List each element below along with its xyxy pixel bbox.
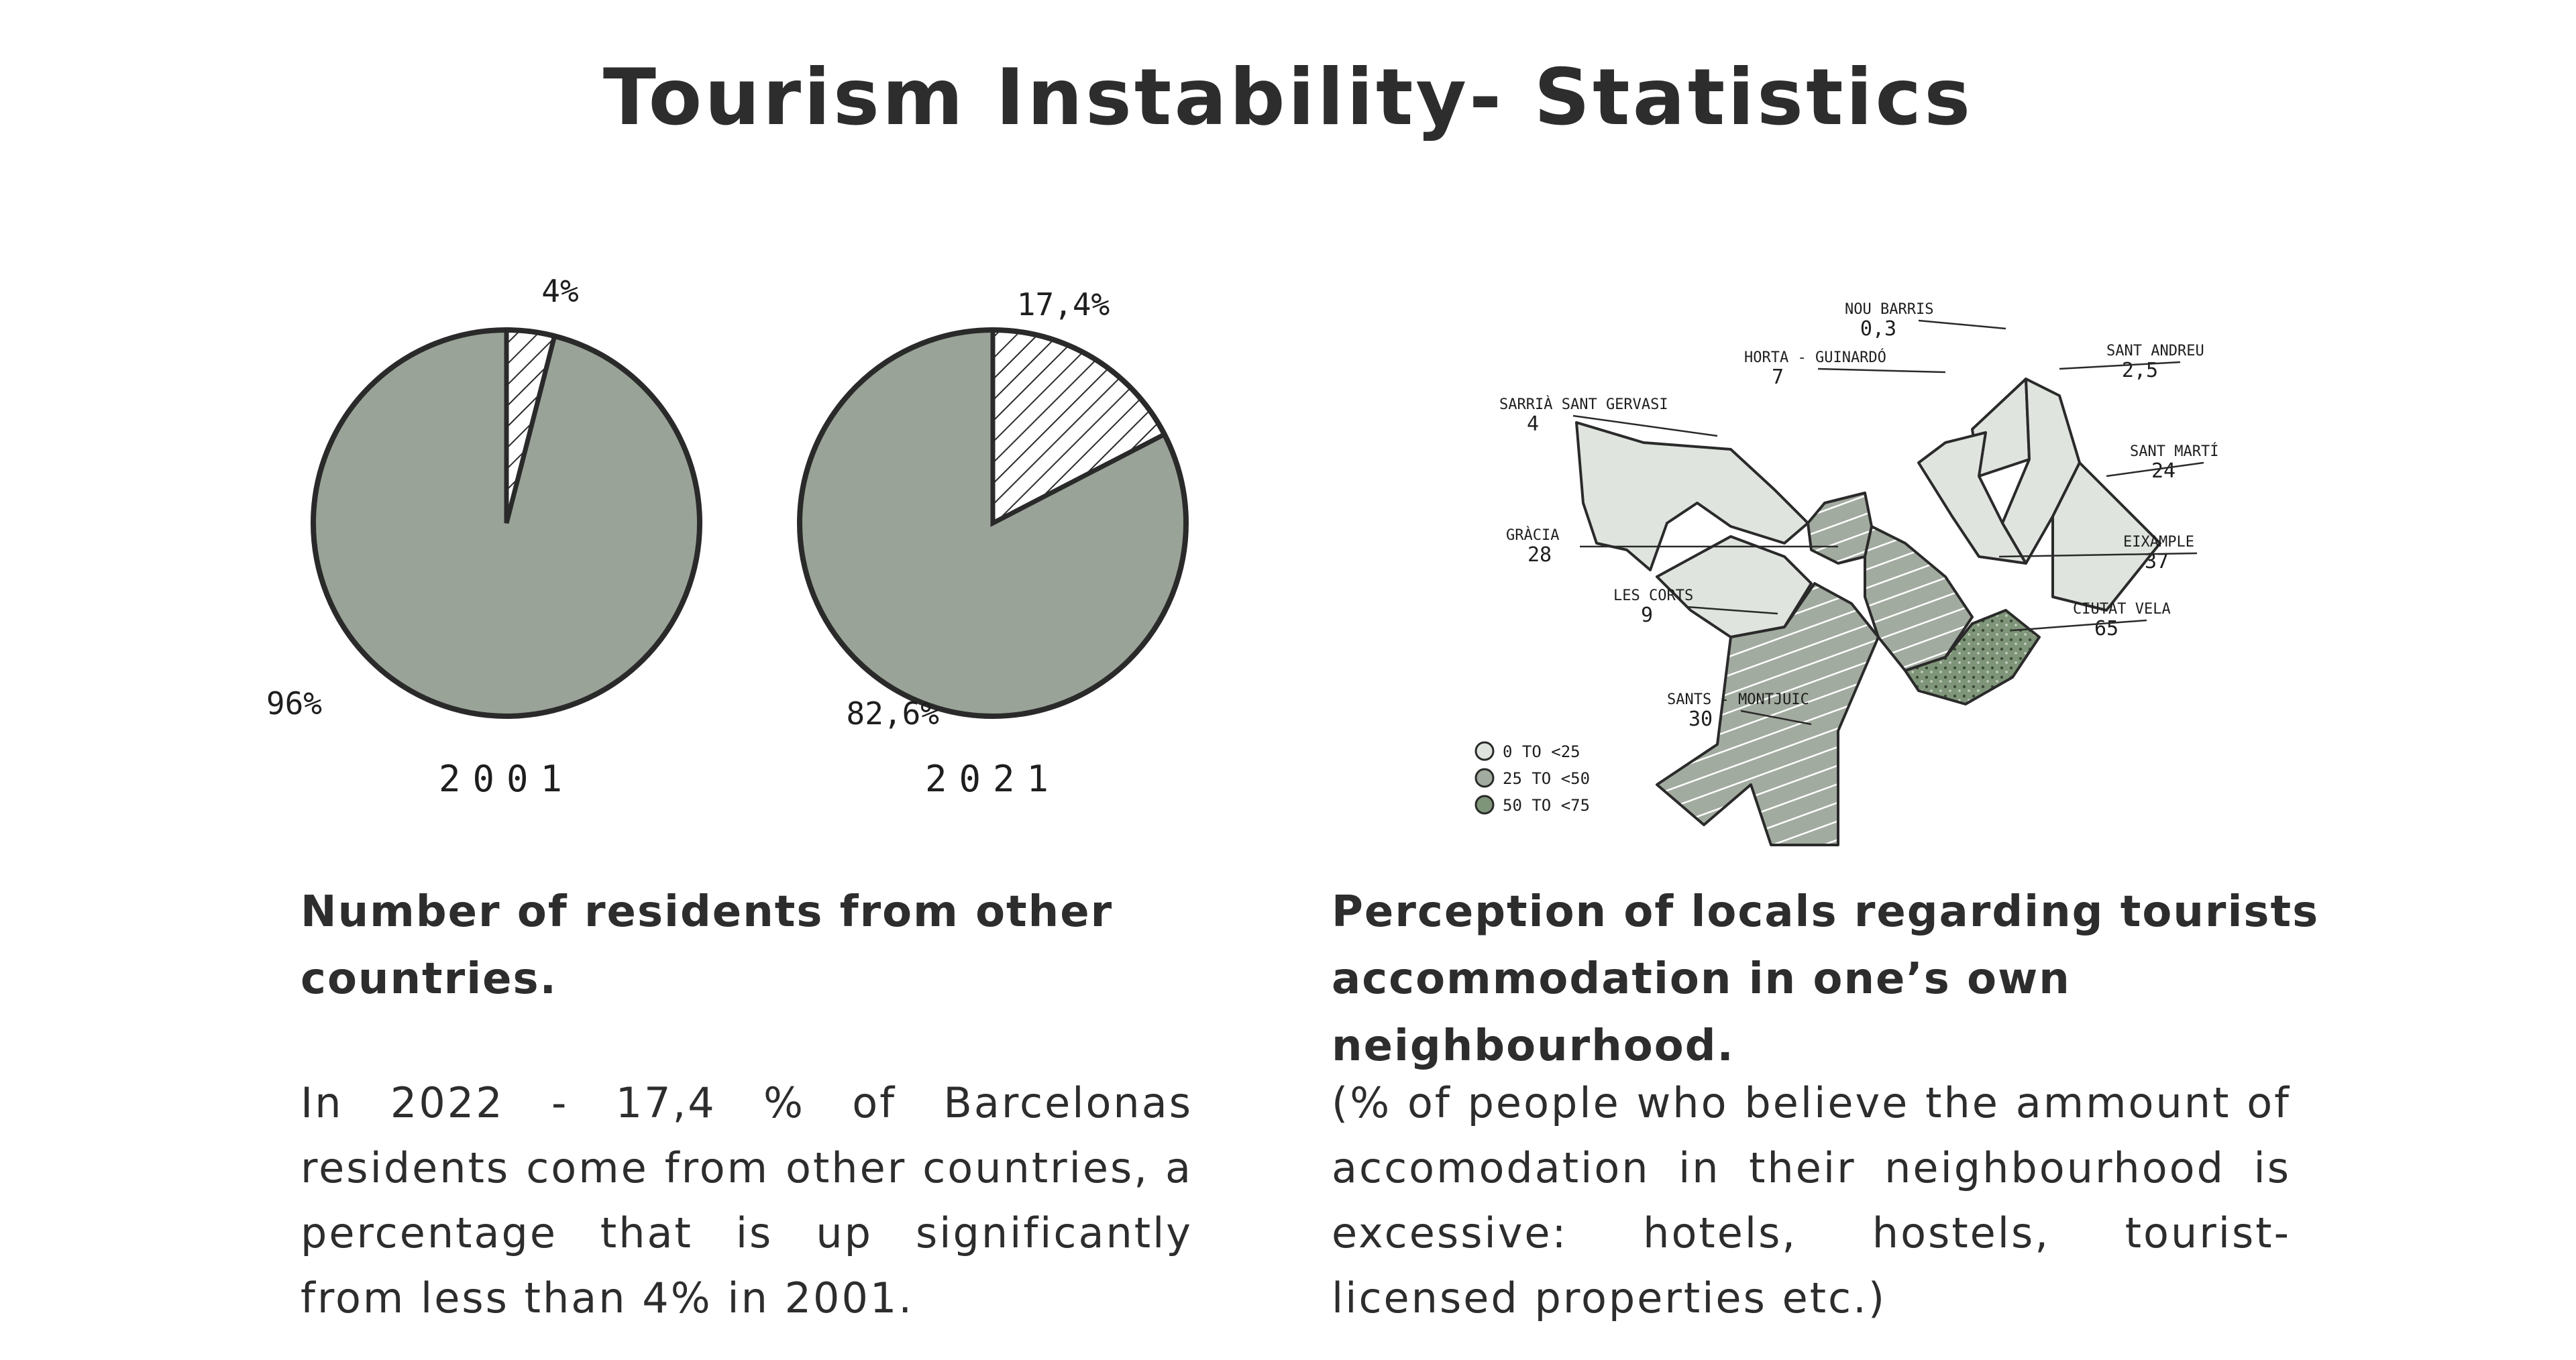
pie-2001: 96% 4% 2001 bbox=[266, 273, 702, 800]
district-name: EIXAMPLE bbox=[2123, 534, 2194, 551]
district-region bbox=[2051, 461, 2161, 612]
pie-slice-label: 4% bbox=[541, 273, 578, 309]
district-region bbox=[1864, 525, 1974, 672]
district-name: NOU BARRIS bbox=[1845, 301, 1933, 318]
map-legend: 0 TO <25 25 TO <50 50 TO <75 bbox=[1474, 741, 1590, 815]
district-value: 30 bbox=[1688, 707, 1713, 731]
district-name: SANT ANDREU bbox=[2106, 343, 2204, 359]
legend-label: 0 TO <25 bbox=[1503, 742, 1580, 761]
district-name: SARRIÀ SANT GERVASI bbox=[1499, 396, 1668, 413]
pie-2021: 82,6% 17,4% 2021 bbox=[797, 286, 1189, 800]
district-region bbox=[1656, 582, 1880, 846]
legend-label: 50 TO <75 bbox=[1503, 796, 1590, 815]
district-name: SANT MARTÍ bbox=[2130, 443, 2218, 460]
district-name: CIUTAT VELA bbox=[2073, 601, 2171, 618]
district-value: 28 bbox=[1527, 543, 1552, 567]
district-leader-line bbox=[1998, 552, 2198, 558]
district-leader-line bbox=[2059, 361, 2181, 370]
right-heading: Perception of locals regarding tourists … bbox=[1332, 887, 2320, 1071]
district-region bbox=[1575, 421, 1809, 571]
district-leader-line bbox=[1817, 367, 1946, 374]
pie-outline bbox=[311, 327, 702, 719]
district-name: LES CORTS bbox=[1613, 587, 1693, 604]
pie-slice-label: 82,6% bbox=[847, 695, 939, 732]
district-region bbox=[1807, 492, 1873, 565]
district-value: 4 bbox=[1527, 412, 1539, 436]
district-leader-line bbox=[2106, 461, 2204, 477]
district-value: 24 bbox=[2151, 459, 2176, 483]
right-body: (% of people who believe the ammount of … bbox=[1332, 1078, 2291, 1322]
district-region bbox=[1917, 431, 2027, 565]
district-region bbox=[1904, 609, 2041, 705]
pie-slice-label: 96% bbox=[266, 685, 322, 722]
legend-swatch bbox=[1474, 795, 1495, 815]
district-region bbox=[1656, 535, 1813, 638]
pie-charts: 96% 4% 2001 82,6% 17,4% 2021 bbox=[266, 273, 1189, 800]
district-leader-line bbox=[2012, 619, 2147, 632]
legend-swatch bbox=[1474, 741, 1495, 761]
pie-year-label: 2001 bbox=[439, 758, 574, 800]
left-heading: Number of residents from other countries… bbox=[301, 887, 1114, 1004]
district-value: 9 bbox=[1641, 604, 1653, 627]
page-title: Tourism Instability- Statistics bbox=[602, 52, 1974, 143]
left-body: In 2022 - 17,4 % of Barcelonas residents… bbox=[301, 1078, 1193, 1322]
map-regions bbox=[1575, 378, 2161, 846]
district-value: 2,5 bbox=[2122, 359, 2158, 382]
pie-slice-label: 17,4% bbox=[1017, 286, 1110, 323]
legend-swatch bbox=[1474, 768, 1495, 788]
pie-outline bbox=[797, 327, 1189, 719]
district-name: HORTA - GUINARDÓ bbox=[1744, 349, 1886, 366]
district-name: SANTS - MONTJUIC bbox=[1667, 691, 1809, 708]
pie-year-label: 2021 bbox=[925, 758, 1061, 800]
district-leader-line bbox=[1740, 710, 1812, 726]
district-leader-line bbox=[1918, 319, 2006, 330]
district-leader-line bbox=[1686, 606, 1778, 615]
district-leader-line bbox=[1572, 414, 1718, 437]
legend-label: 25 TO <50 bbox=[1503, 769, 1590, 788]
district-value: 65 bbox=[2094, 617, 2118, 640]
district-value: 0,3 bbox=[1860, 317, 1896, 341]
district-name: GRÀCIA bbox=[1506, 526, 1559, 544]
district-value: 7 bbox=[1772, 365, 1784, 389]
